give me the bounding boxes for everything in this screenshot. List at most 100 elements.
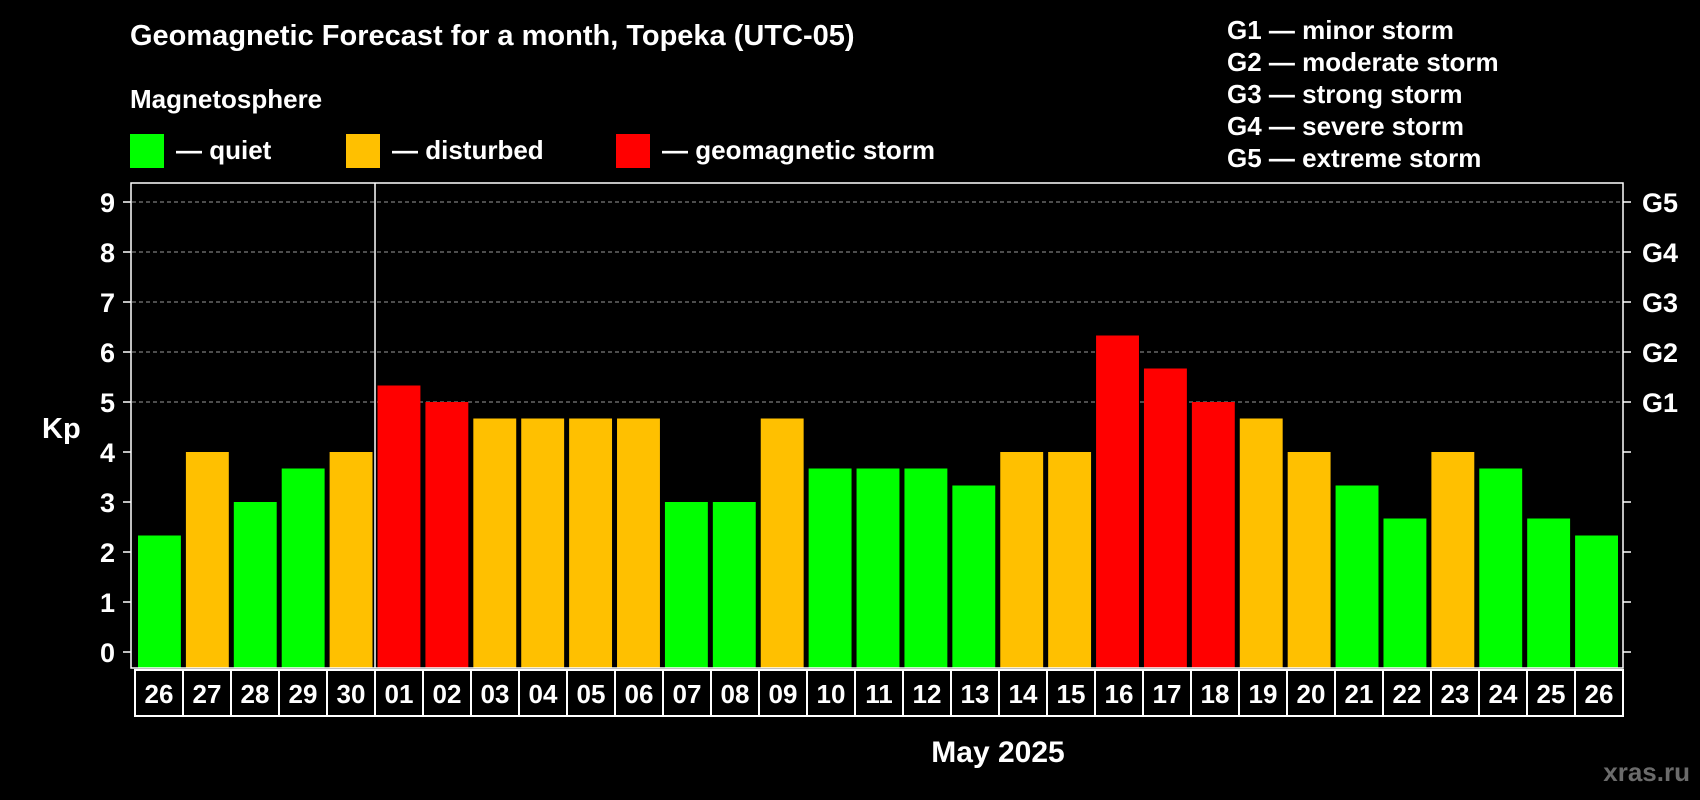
y-tick-label-1: 1 [100,588,115,618]
legend-swatch-storm [616,134,650,168]
x-tick-label-17: 13 [961,679,990,709]
x-tick-label-21: 17 [1153,679,1182,709]
bar-4 [329,452,373,668]
y-axis-label: Kp [42,413,81,445]
storm-scale-g3: G3 — strong storm [1227,79,1463,109]
storm-scale-g2: G2 — moderate storm [1227,47,1499,77]
y-tick-label-2: 2 [100,538,115,568]
bar-13 [760,418,804,668]
x-tick-label-10: 06 [625,679,654,709]
x-axis-month-label: May 2025 [931,736,1065,769]
y-tick-label-9: 9 [100,188,115,218]
bar-24 [1287,452,1331,668]
watermark: xras.ru [1603,757,1690,787]
legend-item-quiet: — quiet [130,134,330,168]
x-tick-label-2: 28 [241,679,270,709]
bar-7 [473,418,517,668]
bar-2 [233,502,277,668]
plot-frame [130,182,1624,669]
x-tick-label-11: 07 [673,679,702,709]
x-tick-label-3: 29 [289,679,318,709]
bar-29 [1527,518,1571,668]
date-row-frame [134,669,1624,717]
bar-25 [1335,485,1379,668]
bar-1 [185,452,229,668]
bar-18 [1000,452,1044,668]
bar-20 [1096,335,1139,668]
y-tick-label-5: 5 [100,388,115,418]
storm-scale-g4: G4 — severe storm [1227,111,1465,141]
bar-17 [952,485,996,668]
legend-swatch-quiet [130,134,164,168]
right-label-G3: G3 [1642,288,1678,318]
bar-28 [1479,468,1523,668]
x-tick-label-24: 20 [1297,679,1326,709]
bar-16 [904,468,948,668]
x-tick-label-14: 10 [817,679,846,709]
x-tick-label-18: 14 [1009,679,1038,709]
bar-21 [1143,368,1187,668]
storm-scale-g5: G5 — extreme storm [1227,143,1482,173]
legend-label-disturbed: — disturbed [392,135,544,165]
legend-label-storm: — geomagnetic storm [662,135,936,165]
x-tick-label-26: 22 [1393,679,1422,709]
right-label-G2: G2 [1642,338,1678,368]
bar-10 [617,418,660,668]
bar-14 [808,468,852,668]
y-tick-label-0: 0 [100,638,115,668]
legend-heading: Magnetosphere [130,84,323,114]
x-tick-label-5: 01 [385,679,414,709]
y-tick-label-4: 4 [100,438,115,468]
y-tick-label-3: 3 [100,488,115,518]
legend-item-storm: — geomagnetic storm [616,134,996,168]
right-label-G5: G5 [1642,188,1678,218]
x-tick-label-22: 18 [1201,679,1230,709]
bar-27 [1431,452,1475,668]
x-tick-label-23: 19 [1249,679,1278,709]
y-tick-label-7: 7 [100,288,115,318]
x-tick-label-28: 24 [1489,679,1518,709]
right-label-G1: G1 [1642,388,1678,418]
x-tick-label-25: 21 [1345,679,1374,709]
x-tick-label-1: 27 [193,679,222,709]
chart-title: Geomagnetic Forecast for a month, Topeka… [130,20,855,52]
x-tick-label-9: 05 [577,679,606,709]
x-tick-label-20: 16 [1105,679,1134,709]
bar-22 [1191,402,1235,668]
x-tick-label-12: 08 [721,679,750,709]
x-tick-label-15: 11 [865,679,893,709]
x-tick-label-4: 30 [337,679,366,709]
storm-scale-legend: G1 — minor storm G2 — moderate storm G3 … [1227,14,1499,174]
x-tick-label-0: 26 [145,679,174,709]
legend-label-quiet: — quiet [176,135,272,165]
storm-scale-g1: G1 — minor storm [1227,15,1454,45]
y-tick-label-8: 8 [100,238,115,268]
x-tick-label-13: 09 [769,679,798,709]
x-tick-label-7: 03 [481,679,510,709]
x-tick-label-19: 15 [1057,679,1086,709]
bar-8 [521,418,565,668]
x-tick-label-29: 25 [1537,679,1566,709]
legend-item-disturbed: — disturbed [346,134,586,168]
bar-11 [664,502,708,668]
bar-9 [569,418,613,668]
bar-5 [377,385,421,668]
x-tick-label-6: 02 [433,679,462,709]
bar-26 [1383,518,1427,668]
bar-3 [281,468,325,668]
x-tick-label-16: 12 [913,679,942,709]
legend-swatch-disturbed [346,134,380,168]
bar-23 [1239,418,1283,668]
right-label-G4: G4 [1642,238,1678,268]
bar-0 [138,535,181,668]
bar-19 [1048,452,1092,668]
bar-6 [425,402,469,668]
bar-30 [1575,535,1618,668]
bar-12 [712,502,756,668]
y-tick-label-6: 6 [100,338,115,368]
x-tick-label-27: 23 [1441,679,1470,709]
bar-15 [856,468,900,668]
x-tick-label-8: 04 [529,679,558,709]
x-tick-label-30: 26 [1585,679,1614,709]
